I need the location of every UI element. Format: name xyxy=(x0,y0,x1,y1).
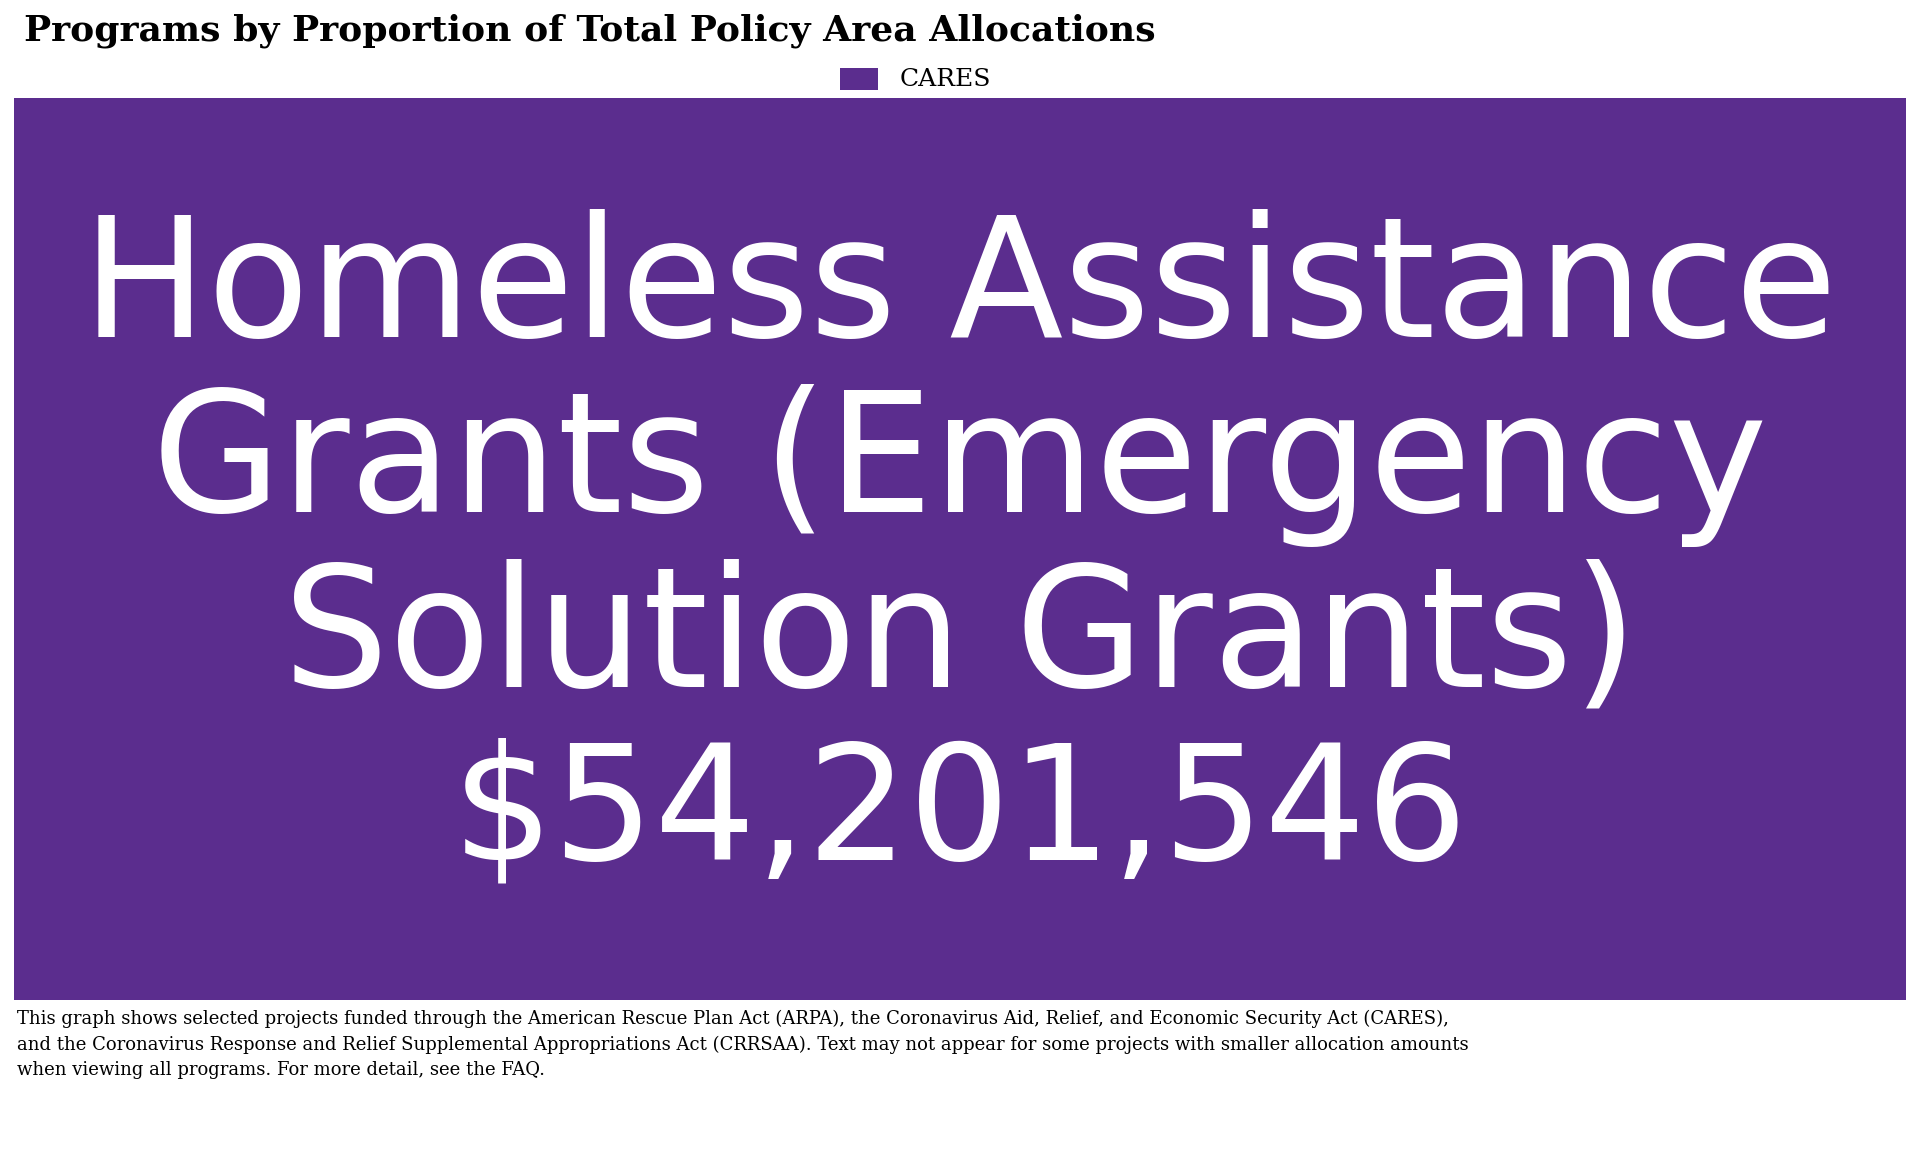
Text: Solution Grants): Solution Grants) xyxy=(282,559,1638,721)
Text: Programs by Proportion of Total Policy Area Allocations: Programs by Proportion of Total Policy A… xyxy=(23,14,1156,48)
Text: $54,201,546: $54,201,546 xyxy=(451,737,1469,893)
Text: CARES: CARES xyxy=(900,68,991,91)
Bar xyxy=(13,98,1907,1000)
Text: This graph shows selected projects funded through the American Rescue Plan Act (: This graph shows selected projects funde… xyxy=(17,1010,1469,1078)
Text: Grants (Emergency: Grants (Emergency xyxy=(152,384,1768,547)
Bar xyxy=(841,68,877,90)
Text: Homeless Assistance: Homeless Assistance xyxy=(83,209,1837,372)
